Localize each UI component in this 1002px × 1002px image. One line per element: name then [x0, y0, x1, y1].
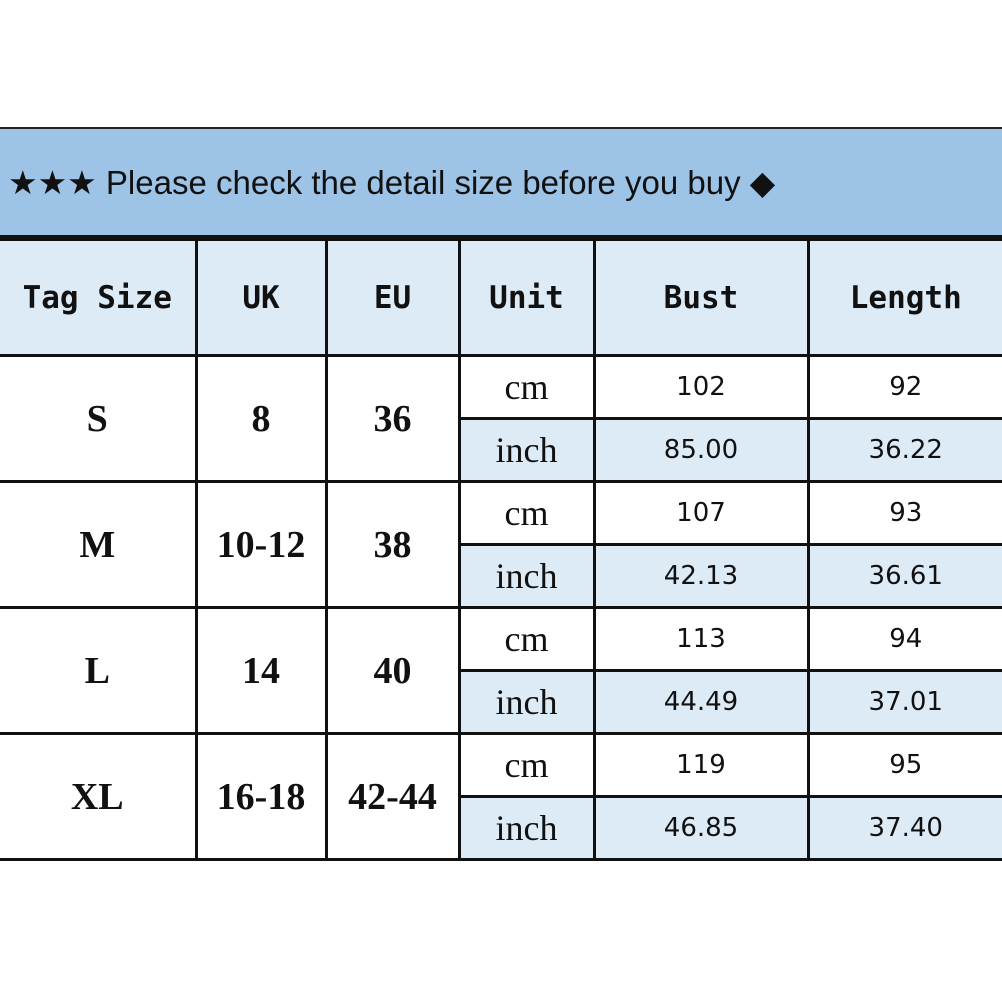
- length-cell: 36.61: [806, 543, 1002, 609]
- bust-cell: 46.85: [592, 795, 810, 861]
- unit-cell: cm: [457, 732, 596, 798]
- unit-cell: inch: [457, 795, 596, 861]
- bust-cell: 85.00: [592, 417, 810, 483]
- length-cell: 36.22: [806, 417, 1002, 483]
- unit-cell: inch: [457, 669, 596, 735]
- header-row: Tag Size UK EU Unit Bust Length: [0, 238, 1002, 357]
- table-row: inch 85.00 36.22: [0, 417, 1002, 483]
- unit-cell: cm: [457, 606, 596, 672]
- length-cell: 95: [806, 732, 1002, 798]
- unit-cell: cm: [457, 480, 596, 546]
- length-cell: 37.01: [806, 669, 1002, 735]
- unit-cell: inch: [457, 543, 596, 609]
- tag-size-cell: S: [0, 354, 198, 483]
- table-row: M 10-12 38 cm 107 93: [0, 480, 1002, 609]
- eu-cell: 40: [324, 606, 461, 735]
- table-row: inch 46.85 37.40: [0, 795, 1002, 861]
- uk-cell: 8: [194, 354, 328, 483]
- bust-cell: 102: [592, 354, 810, 420]
- unit-cell: cm: [457, 354, 596, 420]
- table-row: S 8 36 cm 102 92: [0, 354, 1002, 483]
- header-bust: Bust: [592, 238, 810, 357]
- table-row: inch 44.49 37.01: [0, 669, 1002, 735]
- length-cell: 93: [806, 480, 1002, 546]
- bust-cell: 113: [592, 606, 810, 672]
- tag-size-cell: XL: [0, 732, 198, 861]
- bust-cell: 44.49: [592, 669, 810, 735]
- size-chart-table: Tag Size UK EU Unit Bust Length S 8 36 c…: [0, 238, 1002, 861]
- eu-cell: 38: [324, 480, 461, 609]
- unit-cell: inch: [457, 417, 596, 483]
- uk-cell: 10-12: [194, 480, 328, 609]
- header-uk: UK: [194, 238, 328, 357]
- tag-size-cell: M: [0, 480, 198, 609]
- uk-cell: 16-18: [194, 732, 328, 861]
- tag-size-cell: L: [0, 606, 198, 735]
- header-length: Length: [806, 238, 1002, 357]
- length-cell: 37.40: [806, 795, 1002, 861]
- header-tag-size: Tag Size: [0, 238, 198, 357]
- eu-cell: 42-44: [324, 732, 461, 861]
- bust-cell: 107: [592, 480, 810, 546]
- length-cell: 94: [806, 606, 1002, 672]
- bust-cell: 119: [592, 732, 810, 798]
- header-unit: Unit: [457, 238, 596, 357]
- table-row: XL 16-18 42-44 cm 119 95: [0, 732, 1002, 861]
- uk-cell: 14: [194, 606, 328, 735]
- bust-cell: 42.13: [592, 543, 810, 609]
- length-cell: 92: [806, 354, 1002, 420]
- table-row: inch 42.13 36.61: [0, 543, 1002, 609]
- table-row: L 14 40 cm 113 94: [0, 606, 1002, 735]
- header-eu: EU: [324, 238, 461, 357]
- eu-cell: 36: [324, 354, 461, 483]
- banner-notice: ★★★ Please check the detail size before …: [0, 127, 1002, 238]
